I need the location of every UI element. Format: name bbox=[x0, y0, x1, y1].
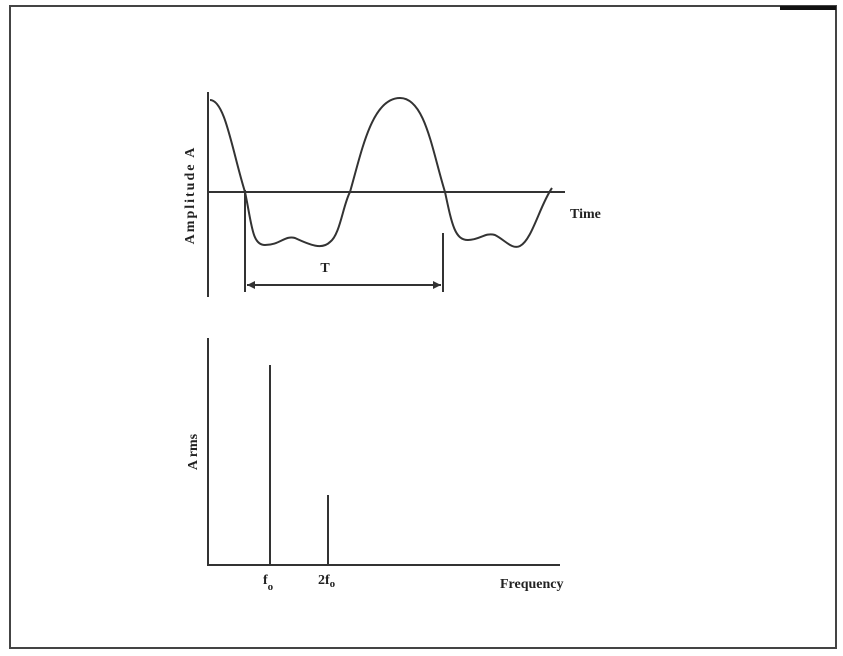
peak-label: fo bbox=[263, 573, 274, 593]
peak-label-sub: o bbox=[330, 578, 336, 590]
x-label: Frequency bbox=[500, 577, 564, 592]
waveform bbox=[210, 98, 552, 247]
y-label: A rms bbox=[186, 433, 201, 470]
peak-label-sub: o bbox=[268, 581, 274, 593]
y-label: Amplitude A bbox=[183, 146, 198, 245]
diagram: T Amplitude A Time A rms fo 2fo Frequenc… bbox=[0, 0, 843, 656]
x-label: Time bbox=[570, 207, 601, 222]
frame bbox=[10, 6, 836, 648]
peak-label-main: 2f bbox=[318, 573, 330, 588]
period-label: T bbox=[320, 261, 330, 276]
peak-label: 2fo bbox=[318, 573, 336, 590]
